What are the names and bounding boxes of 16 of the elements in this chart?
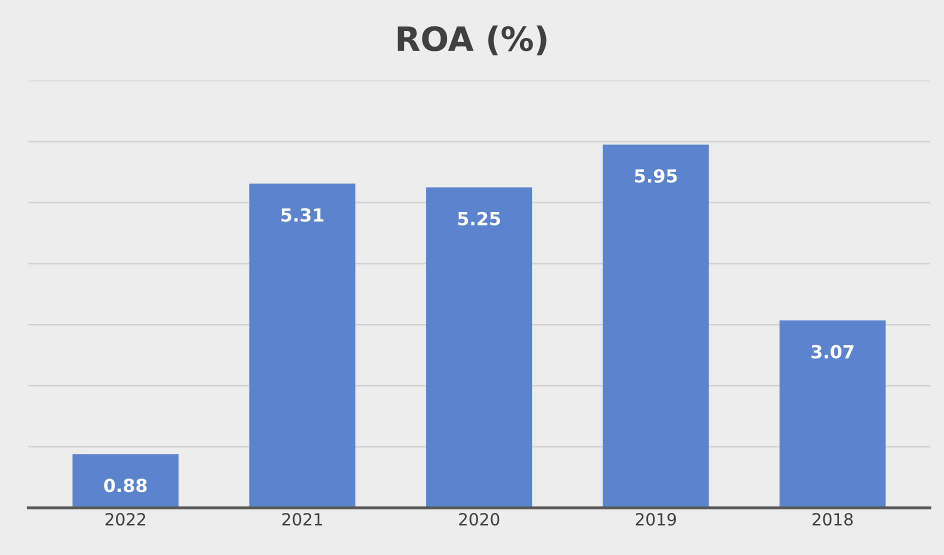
x-tick-label: 2018: [812, 512, 853, 526]
x-tick-label: 2019: [636, 512, 676, 526]
bar: [72, 454, 179, 508]
data-label: 5.31: [281, 208, 324, 222]
x-tick-label: 2020: [459, 512, 500, 526]
data-label: 3.07: [812, 344, 854, 359]
data-label: 5.25: [458, 212, 500, 226]
chart-title: ROA (%): [398, 26, 546, 56]
x-tick-label: 2021: [282, 512, 322, 526]
bar: [780, 320, 886, 508]
x-tick-label: 2022: [106, 512, 146, 526]
data-label: 0.88: [104, 478, 147, 492]
bar: [249, 184, 356, 508]
data-label: 5.95: [634, 169, 677, 183]
bar: [426, 187, 532, 508]
bar: [602, 144, 709, 508]
